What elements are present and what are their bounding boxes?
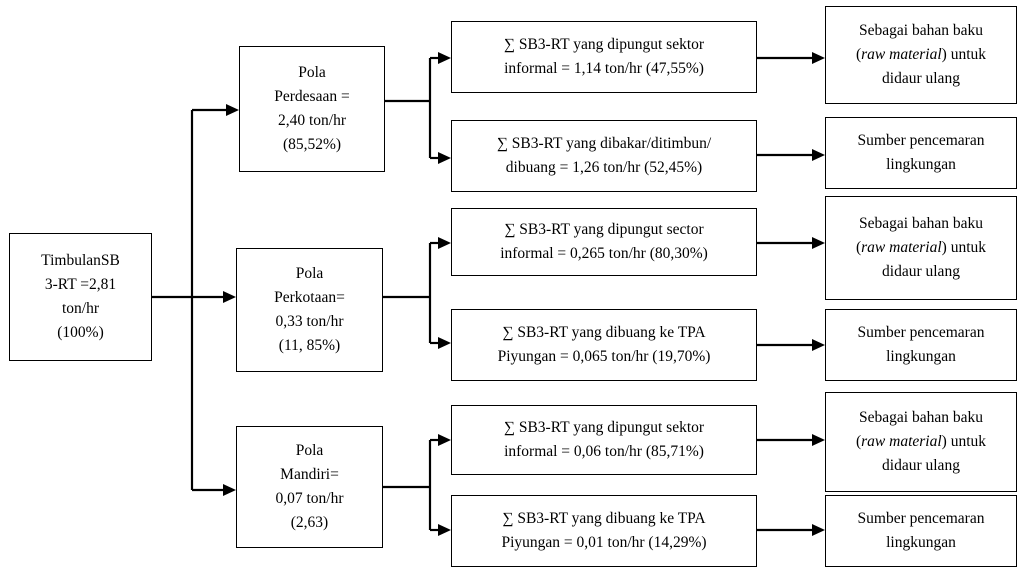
pattern-line: 0,33 ton/hr [275, 313, 344, 330]
arrowhead [438, 237, 451, 249]
outcome-line: Sebagai bahan baku [859, 215, 983, 232]
root-line-2: 3-RT =2,81 [44, 276, 117, 293]
arrowhead [812, 237, 825, 249]
pattern-line: Pola [295, 442, 324, 459]
outcome-italic-term: raw material [861, 433, 942, 450]
outcome-node-pollution: Sumber pencemaran lingkungan [825, 117, 1017, 189]
outcome-line-italic: (raw material) untuk [855, 433, 987, 450]
outcome-node-raw-material: Sebagai bahan baku (raw material) untuk … [825, 196, 1017, 300]
outcome-line-italic: (raw material) untuk [855, 46, 987, 63]
branch-line: dibuang = 1,26 ton/hr (52,45%) [505, 159, 703, 176]
arrowhead [438, 337, 451, 349]
arrowhead [438, 52, 451, 64]
branch-node-mandiri-landfill: ∑ SB3-RT yang dibuang ke TPA Piyungan = … [451, 495, 757, 567]
branch-node-perkotaan-collected: ∑ SB3-RT yang dipungut sector informal =… [451, 208, 757, 276]
branch-line: Piyungan = 0,065 ton/hr (19,70%) [497, 348, 711, 365]
branch-line: ∑ SB3-RT yang dibuang ke TPA [502, 324, 706, 341]
pattern-line: 0,07 ton/hr [275, 490, 344, 507]
outcome-italic-term: raw material [861, 46, 942, 63]
branch-node-perkotaan-landfill: ∑ SB3-RT yang dibuang ke TPA Piyungan = … [451, 309, 757, 381]
branch-line: ∑ SB3-RT yang dipungut sektor [503, 419, 705, 436]
branch-node-perdesaan-collected: ∑ SB3-RT yang dipungut sektor informal =… [451, 21, 757, 93]
outcome-node-raw-material: Sebagai bahan baku (raw material) untuk … [825, 6, 1017, 104]
outcome-line: Sumber pencemaran [857, 510, 985, 527]
arrowhead [438, 524, 451, 536]
branch-line: ∑ SB3-RT yang dipungut sector [504, 221, 704, 238]
outcome-italic-term: raw material [861, 239, 942, 256]
branch-node-perdesaan-burned: ∑ SB3-RT yang dibakar/ditimbun/ dibuang … [451, 120, 757, 192]
arrowhead [226, 104, 239, 116]
outcome-node-pollution: Sumber pencemaran lingkungan [825, 309, 1017, 381]
pattern-line: Perdesaan = [274, 88, 350, 105]
outcome-line: lingkungan [886, 534, 956, 551]
root-line-4: (100%) [57, 324, 104, 341]
outcome-node-pollution: Sumber pencemaran lingkungan [825, 495, 1017, 567]
pattern-line: (85,52%) [282, 136, 342, 153]
branch-line: Piyungan = 0,01 ton/hr (14,29%) [501, 534, 707, 551]
arrowhead [438, 152, 451, 164]
outcome-line: lingkungan [886, 156, 956, 173]
branch-line: ∑ SB3-RT yang dibakar/ditimbun/ [496, 135, 712, 152]
outcome-node-raw-material: Sebagai bahan baku (raw material) untuk … [825, 392, 1017, 492]
branch-line: informal = 0,06 ton/hr (85,71%) [504, 443, 704, 460]
arrowhead [812, 149, 825, 161]
outcome-line: lingkungan [886, 348, 956, 365]
pattern-line: Pola [295, 265, 324, 282]
outcome-line: Sebagai bahan baku [859, 22, 983, 39]
pattern-line: (11, 85%) [278, 337, 341, 354]
outcome-line: didaur ulang [882, 457, 960, 474]
arrowhead [812, 52, 825, 64]
arrowhead [223, 484, 236, 496]
branch-line: informal = 1,14 ton/hr (47,55%) [504, 60, 704, 77]
outcome-line: didaur ulang [882, 263, 960, 280]
pattern-line: Pola [298, 64, 326, 81]
arrowhead [223, 291, 236, 303]
root-line-3: ton/hr [61, 300, 100, 317]
pattern-line: (2,63) [290, 514, 329, 531]
pattern-line: Perkotaan= [274, 289, 345, 306]
outcome-line: Sumber pencemaran [857, 132, 985, 149]
arrowhead [812, 434, 825, 446]
pattern-node-perkotaan: Pola Perkotaan= 0,33 ton/hr (11, 85%) [236, 248, 383, 372]
root-node-total-generation: TimbulanSB 3-RT =2,81 ton/hr (100%) [9, 233, 152, 361]
pattern-line: Mandiri= [280, 466, 339, 483]
branch-node-mandiri-collected: ∑ SB3-RT yang dipungut sektor informal =… [451, 405, 757, 475]
branch-line: ∑ SB3-RT yang dipungut sektor [503, 36, 705, 53]
outcome-line: Sebagai bahan baku [859, 409, 983, 426]
arrowhead [812, 339, 825, 351]
pattern-line: 2,40 ton/hr [277, 112, 347, 129]
branch-line: ∑ SB3-RT yang dibuang ke TPA [502, 510, 706, 527]
pattern-node-mandiri: Pola Mandiri= 0,07 ton/hr (2,63) [236, 426, 383, 548]
branch-line: informal = 0,265 ton/hr (80,30%) [500, 245, 708, 262]
root-line-1: TimbulanSB [41, 252, 120, 269]
outcome-line-italic: (raw material) untuk [855, 239, 987, 256]
outcome-line: Sumber pencemaran [857, 324, 985, 341]
arrowhead [438, 434, 451, 446]
outcome-line: didaur ulang [882, 70, 960, 87]
arrowhead [812, 524, 825, 536]
pattern-node-perdesaan: Pola Perdesaan = 2,40 ton/hr (85,52%) [239, 46, 385, 172]
